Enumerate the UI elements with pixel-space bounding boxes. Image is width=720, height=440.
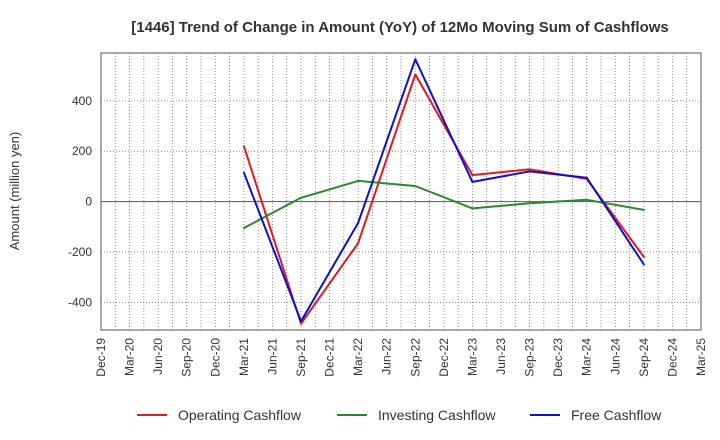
data-point — [242, 171, 245, 174]
y-tick-label: -400 — [68, 295, 92, 309]
data-point — [300, 322, 302, 325]
chart-title: [1446] Trend of Change in Amount (YoY) o… — [131, 19, 669, 36]
x-tick-label: Dec-22 — [437, 338, 451, 377]
series-layer — [242, 58, 645, 325]
data-point — [471, 174, 474, 177]
data-point — [300, 196, 302, 199]
grid-layer — [100, 52, 702, 331]
x-tick-label: Dec-19 — [94, 338, 108, 377]
data-point — [414, 73, 417, 76]
x-tick-label: Mar-23 — [465, 338, 479, 376]
data-point — [414, 184, 417, 187]
x-tick-label: Dec-20 — [208, 338, 222, 377]
x-tick-label: Jun-22 — [380, 338, 394, 375]
x-tick-label: Dec-21 — [323, 338, 337, 377]
legend-label: Investing Cashflow — [378, 407, 496, 423]
x-tick-label: Mar-24 — [580, 338, 594, 376]
x-tick-label: Sep-21 — [294, 338, 308, 377]
x-tick-label: Jun-20 — [151, 338, 165, 375]
y-tick-label: 400 — [72, 94, 92, 108]
data-point — [357, 242, 360, 245]
data-point — [585, 176, 588, 179]
data-point — [357, 179, 360, 182]
x-tick-label: Sep-23 — [523, 338, 537, 377]
data-point — [471, 207, 474, 210]
x-tick-label: Mar-20 — [123, 338, 137, 376]
x-tick-label: Sep-20 — [180, 338, 194, 377]
data-point — [642, 263, 645, 266]
data-point — [357, 221, 360, 224]
data-point — [585, 198, 588, 201]
series-line-2 — [242, 58, 645, 323]
x-tick-label: Jun-24 — [608, 338, 622, 375]
y-tick-label: -200 — [68, 245, 92, 259]
data-point — [528, 168, 531, 171]
x-tick-label: Dec-23 — [551, 338, 565, 377]
y-axis-label: Amount (million yen) — [7, 132, 22, 251]
data-point — [528, 170, 531, 173]
data-point — [242, 145, 245, 148]
legend: Operating Cashflow Investing Cashflow Free… — [137, 407, 662, 423]
x-tick-label: Sep-24 — [637, 338, 651, 377]
x-tick-label: Jun-21 — [265, 338, 279, 375]
x-tick-label: Jun-23 — [494, 338, 508, 375]
data-point — [528, 202, 531, 205]
data-point — [642, 255, 645, 258]
x-tick-label: Mar-25 — [694, 338, 708, 376]
legend-label: Operating Cashflow — [178, 407, 302, 423]
x-tick-label: Mar-22 — [351, 338, 365, 376]
y-tick-label: 200 — [72, 144, 92, 158]
legend-label: Free Cashflow — [571, 407, 662, 423]
data-point — [414, 58, 417, 61]
data-point — [242, 227, 245, 230]
series-line-1 — [243, 179, 645, 229]
x-tick-label: Sep-22 — [408, 338, 422, 377]
data-point — [471, 180, 474, 183]
data-point — [300, 320, 302, 323]
x-tick-label: Dec-24 — [665, 338, 679, 377]
axis-layer: -400 -200 0 200 400 Dec-19 Mar-20 Jun-20 Sep-20 D… — [68, 94, 708, 377]
x-tick-label: Mar-21 — [237, 338, 251, 376]
data-point — [642, 208, 645, 211]
y-tick-label: 0 — [85, 195, 92, 209]
